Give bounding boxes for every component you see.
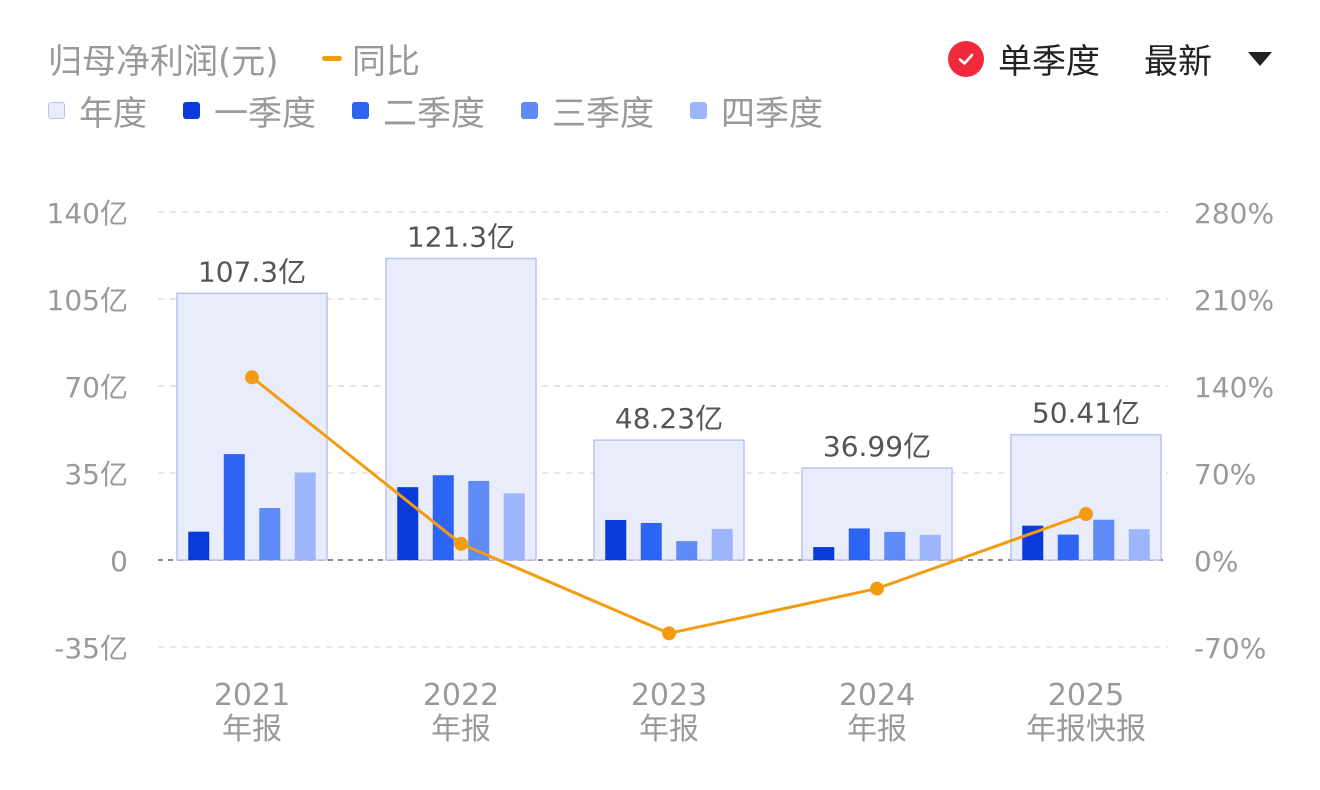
quarter-bar-q2 [432, 475, 454, 560]
x-tick-label: 2023 [631, 678, 707, 713]
y-right-tick-label: 70% [1194, 458, 1256, 491]
y-left-tick-label: 70亿 [64, 371, 128, 404]
x-tick-label: 年报 [847, 712, 907, 747]
y-left-tick-label: -35亿 [54, 632, 128, 665]
annual-value-label: 48.23亿 [615, 402, 723, 435]
yoy-point [454, 536, 468, 551]
y-left-tick-label: 105亿 [47, 284, 128, 317]
x-tick-label: 2024 [839, 678, 915, 713]
period-dropdown[interactable]: 最新 [1144, 34, 1272, 83]
single-quarter-toggle[interactable]: 单季度 [948, 34, 1100, 83]
x-tick-label: 2022 [423, 678, 499, 713]
y-left-tick-label: 35亿 [64, 458, 128, 491]
legend-item-q4[interactable]: 四季度 [690, 86, 823, 135]
x-tick-label: 年报 [431, 712, 491, 747]
annual-value-label: 121.3亿 [407, 220, 515, 253]
yoy-point [662, 626, 676, 641]
quarter-bar-q4 [1128, 529, 1150, 560]
quarter-bar-q4 [503, 493, 525, 560]
x-tick-label: 2025 [1048, 678, 1124, 713]
legend-item-q3[interactable]: 三季度 [521, 86, 654, 135]
single-quarter-label: 单季度 [998, 42, 1100, 82]
y-right-tick-label: 0% [1194, 545, 1238, 578]
x-tick-label: 年报 [639, 712, 699, 747]
y-left-tick-label: 0 [110, 545, 128, 578]
quarter-bar-q2 [1057, 534, 1079, 560]
yoy-point [245, 370, 259, 385]
annual-value-label: 36.99亿 [823, 430, 931, 463]
legend-label-q1: 一季度 [214, 94, 316, 134]
quarter-bar-q1 [397, 487, 419, 560]
yoy-legend[interactable]: 同比 [322, 34, 420, 83]
legend-item-q2[interactable]: 二季度 [352, 86, 485, 135]
quarter-bar-q2 [223, 454, 245, 560]
x-tick-label: 年报 [222, 712, 282, 747]
legend-label-q3: 三季度 [552, 94, 654, 134]
legend: 年度 一季度 二季度 三季度 四季度 [48, 86, 859, 135]
legend-swatch-q3 [521, 102, 538, 119]
quarter-bar-q1 [188, 531, 210, 560]
period-dropdown-label: 最新 [1144, 42, 1212, 82]
y-right-tick-label: 280% [1194, 197, 1274, 230]
quarter-bar-q2 [640, 522, 662, 560]
quarter-bar-q2 [848, 528, 870, 560]
quarter-bar-q3 [1093, 519, 1115, 560]
quarter-bar-q3 [884, 531, 906, 560]
legend-label-annual: 年度 [79, 94, 147, 134]
legend-item-annual[interactable]: 年度 [48, 86, 147, 135]
yoy-line-icon [322, 56, 342, 61]
quarter-bar-q3 [676, 541, 698, 560]
x-tick-label: 年报快报 [1026, 712, 1146, 747]
quarter-bar-q3 [259, 508, 281, 560]
legend-swatch-q4 [690, 102, 707, 119]
quarter-bar-q4 [711, 528, 733, 560]
y-left-tick-label: 140亿 [47, 197, 128, 230]
yoy-point [1079, 507, 1093, 522]
annual-value-label: 50.41亿 [1032, 397, 1140, 430]
legend-swatch-q2 [352, 102, 369, 119]
quarter-bar-q1 [813, 547, 835, 560]
yoy-legend-label: 同比 [352, 42, 420, 82]
legend-swatch-q1 [183, 102, 200, 119]
quarter-bar-q4 [919, 534, 941, 560]
yoy-point [870, 581, 884, 596]
quarter-bar-q1 [605, 519, 627, 560]
check-icon [948, 40, 984, 77]
legend-item-q1[interactable]: 一季度 [183, 86, 316, 135]
y-right-tick-label: 210% [1194, 284, 1274, 317]
x-tick-label: 2021 [214, 678, 290, 713]
dropdown-caret-icon [1248, 51, 1272, 66]
legend-label-q4: 四季度 [721, 94, 823, 134]
y-right-tick-label: -70% [1194, 632, 1266, 665]
annual-value-label: 107.3亿 [198, 255, 306, 288]
legend-label-q2: 二季度 [383, 94, 485, 134]
legend-swatch-annual [48, 102, 65, 119]
quarter-bar-q3 [468, 480, 490, 560]
quarter-bar-q4 [294, 472, 316, 560]
chart-title: 归母净利润(元) [48, 42, 279, 82]
y-right-tick-label: 140% [1194, 371, 1274, 404]
